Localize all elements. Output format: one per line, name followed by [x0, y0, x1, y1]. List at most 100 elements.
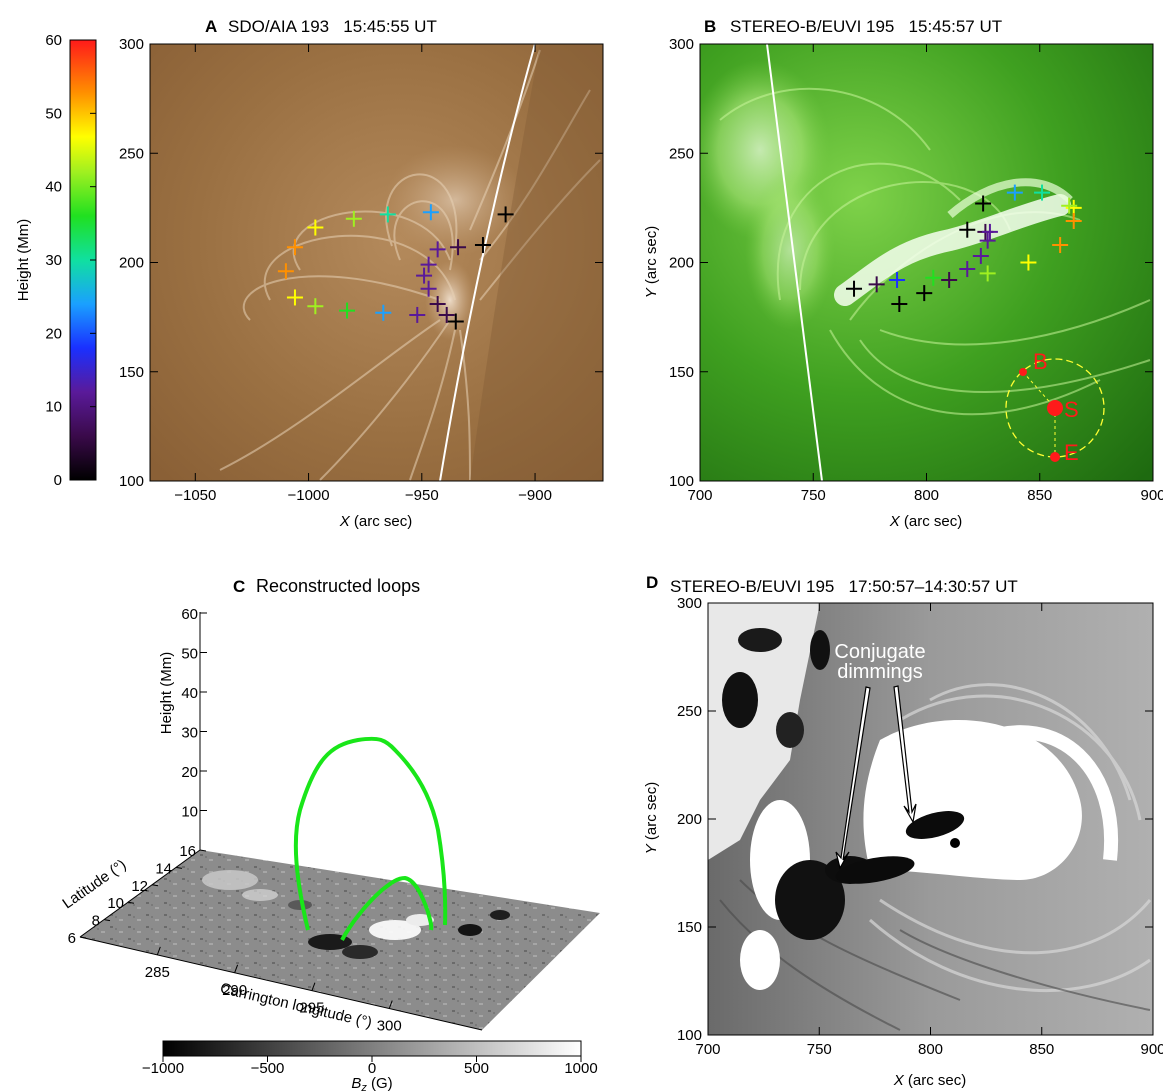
geometry-label-e: E [1064, 440, 1079, 465]
panel-c-letter: C [233, 577, 245, 596]
panel_a-ytick-label: 100 [119, 473, 144, 490]
height-marker [409, 306, 426, 323]
height-marker [972, 247, 989, 264]
height-marker [420, 256, 437, 273]
panel_b-xtick-label: 800 [914, 487, 939, 504]
panel_d-ytick-label: 100 [677, 1027, 702, 1044]
height-marker [846, 280, 863, 297]
height-tick-label: 20 [181, 764, 198, 781]
height-marker [1034, 184, 1051, 201]
magnetogram-polarity-patches [202, 870, 510, 959]
bz-tick-label: 500 [464, 1060, 489, 1077]
panel-b-ylabel: Y (arc sec) [643, 226, 660, 299]
spacecraft-geometry-inset: B S E [1005, 349, 1105, 465]
height-marker [277, 263, 294, 280]
panel_b-xtick-label: 750 [801, 487, 826, 504]
height-marker [429, 296, 446, 313]
height-marker [916, 285, 933, 302]
reconstructed-loop-small [340, 876, 434, 941]
panel_b-xtick-label: 700 [687, 487, 712, 504]
latitude-tick-label: 10 [107, 895, 124, 912]
panel-b-xlabel: X (arc sec) [889, 513, 963, 530]
height-marker [307, 219, 324, 236]
longitude-tick-label: 295 [299, 1000, 324, 1017]
latitude-tick-label: 12 [131, 878, 148, 895]
panel-b-title: STEREO-B/EUVI 195 15:45:57 UT [730, 17, 1002, 36]
panel_d-xtick-label: 850 [1029, 1041, 1054, 1058]
height-marker [450, 239, 467, 256]
panel-c-height-label: Height (Mm) [158, 652, 175, 735]
colorbar-tick-label: 10 [45, 399, 62, 416]
height-marker [474, 237, 491, 254]
colorbar-ticks: 0 10 20 30 40 50 60 [45, 32, 96, 489]
euvi-image: B S E [700, 44, 1153, 481]
bz-tick-label: 1000 [564, 1060, 597, 1077]
panel_b-ytick-label: 100 [669, 473, 694, 490]
longitude-tick-mark [234, 964, 239, 973]
height-marker [345, 210, 362, 227]
longitude-tick-mark [156, 946, 161, 956]
colorbar-tick-label: 60 [45, 32, 62, 49]
height-marker [497, 206, 514, 223]
panel-a-letter: A [205, 17, 217, 36]
arrow-to-dimming-left [835, 686, 871, 870]
height-marker [1006, 184, 1023, 201]
earth-dot [1050, 452, 1060, 462]
latitude-tick-mark [103, 919, 111, 922]
panel_b-ytick-label: 250 [669, 145, 694, 162]
latitude-tick-mark [151, 884, 159, 887]
height-marker [375, 304, 392, 321]
height-marker [1061, 197, 1078, 214]
height-marker [1052, 237, 1069, 254]
height-marker [925, 269, 942, 286]
height-marker [429, 241, 446, 258]
latitude-tick-mark [175, 866, 183, 869]
panel-c-height-axis: 10 20 30 40 50 60 [181, 606, 207, 821]
sun-dot [1047, 400, 1063, 416]
panel_a-xtick-label: −950 [405, 487, 439, 504]
panel_a-ytick-label: 200 [119, 255, 144, 272]
height-colorbar: 0 10 20 30 40 50 60 Height (Mm) [15, 32, 97, 489]
panel_a-ytick-label: 250 [119, 145, 144, 162]
latitude-tick-label: 14 [155, 860, 172, 877]
latitude-tick-label: 6 [68, 930, 76, 947]
stereo-b-dot [1019, 368, 1027, 376]
height-tick-label: 30 [181, 725, 198, 742]
panel_d-ytick-label: 200 [677, 811, 702, 828]
height-marker [379, 206, 396, 223]
height-marker [979, 265, 996, 282]
panel_d-xtick-label: 750 [807, 1041, 832, 1058]
height-marker [416, 267, 433, 284]
panel-b-letter: B [704, 17, 716, 36]
height-marker [979, 232, 996, 249]
bz-tick-label: −1000 [142, 1060, 184, 1077]
height-marker [422, 204, 439, 221]
height-marker [959, 261, 976, 278]
reconstructed-loop-large [293, 736, 448, 931]
panel-d-ylabel: Y (arc sec) [643, 782, 660, 855]
height-tick-label: 40 [181, 685, 198, 702]
panel_a-ytick-label: 300 [119, 36, 144, 53]
bz-colorbar-ticks: −1000 −500 0 500 1000 [142, 1056, 598, 1077]
latitude-tick-mark [127, 901, 135, 904]
panel-d-letter: D [646, 573, 658, 592]
height-marker [420, 280, 437, 297]
panel_b-ytick-label: 150 [669, 364, 694, 381]
colorbar-tick-label: 50 [45, 105, 62, 122]
panel-b-markers [846, 184, 1082, 313]
bz-tick-label: 0 [368, 1060, 376, 1077]
arrow-to-dimming-right [893, 685, 917, 824]
panel_d-xtick-label: 900 [1140, 1041, 1163, 1058]
panel-d: 700 750 800 850 900 100 150 200 250 300 Conjugate… [643, 573, 1163, 1089]
panel_d-xtick-label: 800 [918, 1041, 943, 1058]
panel-c-longitude-axis: 285 290 295 300 [145, 946, 402, 1035]
height-marker [307, 298, 324, 315]
annotation-line-1: Conjugate [834, 641, 925, 663]
panel-c-title: Reconstructed loops [256, 576, 420, 596]
panel_a-ytick-label: 150 [119, 364, 144, 381]
annotation-arrows [835, 685, 917, 870]
height-marker [891, 296, 908, 313]
panel-a-xlabel: X (arc sec) [339, 513, 413, 530]
panel-c-latitude-axis: 68 10 12 14 16 [68, 843, 207, 947]
